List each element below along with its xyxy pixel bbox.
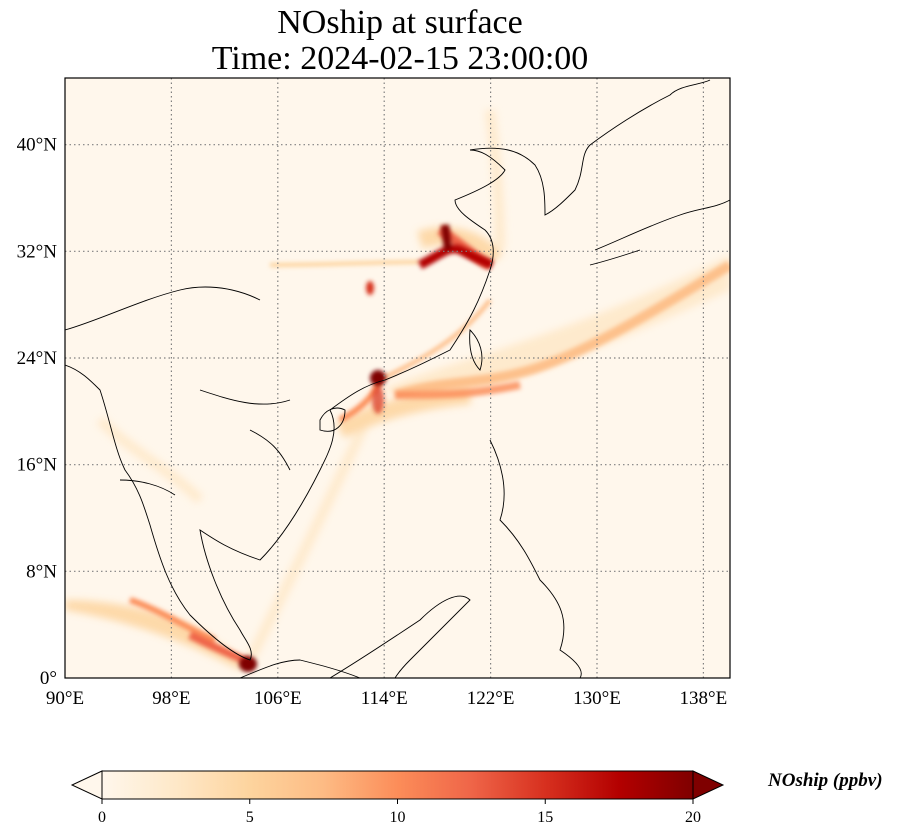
colorbar-tick-label: 20 [685,809,701,826]
colorbar-under-extension [70,770,103,800]
lon-tick-label: 138°E [680,688,728,709]
latitude-axis: 0° 8°N 16°N 24°N 32°N 40°N [17,135,58,689]
colorbar-tick-label: 15 [537,809,553,826]
coastlines [65,79,730,678]
noship-field [65,78,730,678]
lon-tick-label: 114°E [361,688,408,709]
lon-tick-label: 106°E [254,688,302,709]
colorbar-tick-label: 5 [246,809,254,826]
lat-tick-label: 0° [40,668,57,689]
colorbar: 0 5 10 15 20 [70,770,725,826]
map-frame [64,77,731,679]
longitude-axis: 90°E 98°E 106°E 114°E 122°E 130°E 138°E [46,688,727,709]
lat-tick-label: 16°N [17,455,58,476]
gridlines [65,78,730,678]
colorbar-gradient [102,771,693,799]
map-background [65,78,730,678]
lon-tick-label: 122°E [467,688,515,709]
lat-tick-label: 32°N [17,241,58,262]
map-subtitle-time: Time: 2024-02-15 23:00:00 [211,40,589,77]
map-title: NOship at surface [277,4,523,41]
colorbar-over-extension [692,770,725,800]
lon-tick-label: 130°E [573,688,621,709]
lat-tick-label: 24°N [17,348,58,369]
colorbar-tick-label: 10 [390,809,406,826]
lon-tick-label: 98°E [152,688,190,709]
lon-tick-label: 90°E [46,688,84,709]
colorbar-tick-label: 0 [98,809,106,826]
colorbar-label: NOship (ppbv) [768,770,883,791]
lat-tick-label: 40°N [17,135,58,156]
lat-tick-label: 8°N [26,561,57,582]
colorbar-ticks: 0 5 10 15 20 [98,799,701,826]
